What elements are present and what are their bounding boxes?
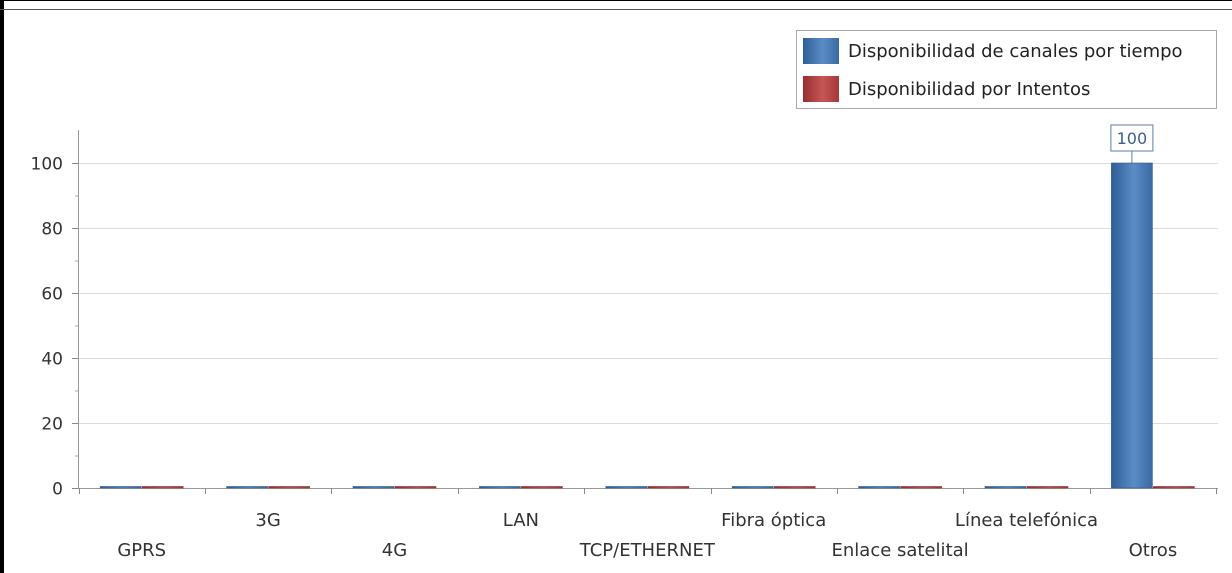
bar-time-4 [605, 486, 648, 489]
grid-lines [78, 163, 1218, 424]
x-category-label-6: Enlace satelital [832, 540, 969, 561]
x-category-label-1: 3G [255, 510, 280, 531]
y-tick-label-0: 0 [52, 480, 63, 500]
bar-attempts-8 [1153, 486, 1195, 489]
bar-attempts-0 [141, 486, 184, 489]
bar-attempts-3 [521, 486, 563, 489]
legend-swatch-time [803, 38, 839, 64]
x-category-label-3: LAN [503, 510, 539, 531]
bar-time-8 [1111, 162, 1153, 489]
top-divider [0, 9, 1232, 10]
bar-time-5 [731, 486, 774, 489]
bar-attempts-4 [647, 486, 690, 489]
y-tick-label-100: 100 [31, 155, 63, 175]
legend-item-attempts: Disponibilidad por Intentos [803, 76, 1090, 102]
y-tick-label-40: 40 [41, 350, 63, 370]
bar-attempts-6 [900, 486, 942, 489]
labels: 0 20 40 60 80 100 GPRS 3G 4G LAN TCP/ETHERNETFibra… [31, 124, 1178, 561]
data-label-0: 100 [1117, 129, 1148, 148]
bars [99, 162, 1195, 489]
bar-time-3 [479, 486, 521, 489]
legend-swatch-attempts [803, 76, 839, 102]
legend-item-time: Disponibilidad de canales por tiempo [803, 38, 1183, 64]
x-category-label-5: Fibra óptica [721, 510, 826, 531]
bar-attempts-2 [394, 486, 437, 489]
bar-attempts-7 [1026, 486, 1069, 489]
y-tick-label-60: 60 [41, 285, 63, 305]
y-tick-label-20: 20 [41, 415, 63, 435]
x-category-label-7: Línea telefónica [955, 510, 1098, 531]
legend-label-attempts: Disponibilidad por Intentos [848, 78, 1091, 100]
bar-time-1 [226, 486, 268, 489]
y-tick-label-80: 80 [41, 220, 63, 240]
legend-label-time: Disponibilidad de canales por tiempo [848, 40, 1183, 62]
x-category-label-4: TCP/ETHERNET [579, 540, 716, 561]
bar-time-7 [984, 486, 1027, 489]
bar-attempts-1 [268, 486, 310, 489]
bar-time-2 [352, 486, 395, 489]
bar-time-6 [858, 486, 900, 489]
data-label-box-0 [1110, 124, 1154, 152]
x-category-label-8: Otros [1129, 540, 1178, 561]
axes [72, 130, 1218, 494]
x-category-label-0: GPRS [117, 540, 166, 561]
bar-attempts-5 [773, 486, 816, 489]
x-category-label-2: 4G [382, 540, 407, 561]
chart-legend: Disponibilidad de canales por tiempo Dis… [796, 30, 1217, 109]
bar-time-0 [99, 486, 142, 489]
